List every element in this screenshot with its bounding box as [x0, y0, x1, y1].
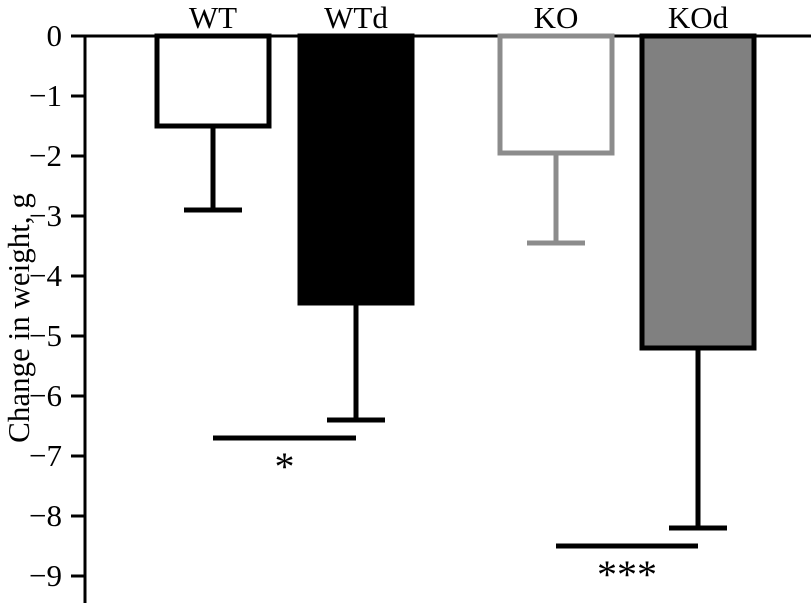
- bar-kod: [639, 33, 757, 351]
- y-tick-label: −4: [29, 258, 62, 293]
- y-tick-label: −2: [29, 138, 62, 173]
- y-tick-label: −1: [29, 78, 62, 113]
- significance-label: ***: [597, 552, 657, 597]
- category-label: KOd: [668, 0, 729, 35]
- bars: [154, 33, 757, 531]
- category-label: KO: [534, 0, 579, 35]
- y-tick-label: −8: [29, 498, 62, 533]
- y-axis: 0 −1 −2 −3 −4 −5 −6 −7 −8 −9: [29, 18, 811, 603]
- category-labels: WT WTd KO KOd: [189, 0, 729, 35]
- y-tick-label: −5: [29, 318, 62, 353]
- category-label: WTd: [324, 0, 388, 35]
- significance-label: *: [275, 444, 295, 489]
- y-tick-label: −6: [29, 378, 62, 413]
- bar-wtd: [297, 33, 415, 306]
- category-label: WT: [189, 0, 237, 35]
- bar-ko: [497, 33, 615, 156]
- significance-markers: ****: [213, 435, 698, 597]
- y-tick-label: −3: [29, 198, 62, 233]
- bar-wt: [154, 33, 272, 129]
- y-axis-title: Change in weight, g: [1, 193, 36, 443]
- y-tick-label: −9: [29, 558, 62, 593]
- y-tick-label: 0: [47, 18, 63, 53]
- y-tick-label: −7: [29, 438, 62, 473]
